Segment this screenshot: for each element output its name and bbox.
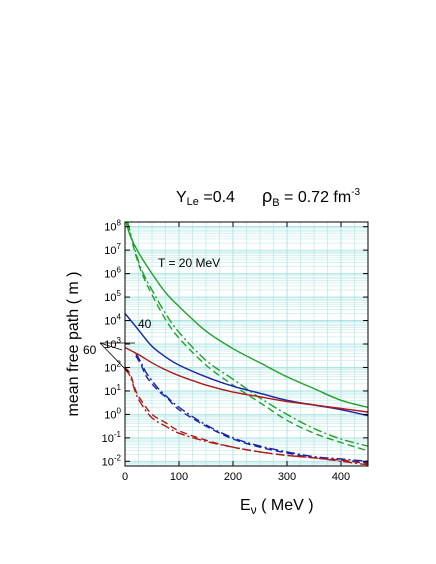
- x-tick-label: 100: [170, 471, 188, 483]
- y-tick-base: 10: [104, 386, 116, 398]
- y-tick-label: 105: [104, 289, 121, 304]
- x-axis-label: Eν ( MeV ): [240, 497, 314, 517]
- pointer-line-tail: [99, 342, 123, 351]
- y-tick-label: 101: [104, 383, 121, 398]
- ye-value: =0.4: [199, 189, 235, 206]
- x-axis-symbol: E: [240, 497, 251, 514]
- y-tick-base: 10: [102, 456, 114, 468]
- y-tick-label: 107: [104, 242, 121, 257]
- series-line-t20-dashdot: [127, 222, 368, 447]
- y-tick-exponent: -2: [114, 453, 122, 462]
- annotation-t40: 40: [138, 317, 152, 331]
- series-line-t20-solid: [125, 222, 368, 408]
- annotation-t20: T = 20 MeV: [158, 256, 220, 270]
- annotation-t60: 60: [83, 343, 97, 357]
- y-tick-label: 100: [104, 406, 121, 421]
- x-tick-label: 300: [278, 471, 296, 483]
- y-tick-label: 102: [104, 359, 121, 374]
- chart-title-rho: ρB = 0.72 fm-3: [262, 186, 361, 209]
- y-tick-label: 10-1: [102, 430, 122, 445]
- y-tick-base: 10: [104, 245, 116, 257]
- series-line-t40-dashdot: [135, 353, 368, 462]
- y-tick-base: 10: [104, 292, 116, 304]
- y-tick-exponent: 5: [117, 289, 122, 298]
- pointer-line-lower: [99, 342, 129, 373]
- y-tick-exponent: 3: [117, 336, 122, 345]
- y-tick-exponent: -1: [114, 430, 122, 439]
- y-tick-label: 108: [104, 219, 121, 234]
- x-tick-labels: 0 100 200 300 400: [122, 471, 350, 483]
- y-tick-exponent: 1: [117, 383, 122, 392]
- series-line-t20-dashed: [127, 222, 368, 452]
- x-tick-label: 200: [224, 471, 242, 483]
- y-tick-exponent: 0: [117, 406, 122, 415]
- x-tick-label: 0: [122, 471, 128, 483]
- y-tick-exponent: 6: [117, 266, 122, 275]
- rho-value: = 0.72 fm: [280, 189, 352, 206]
- x-axis-subscript: ν: [251, 503, 257, 517]
- y-tick-base: 10: [104, 409, 116, 421]
- ye-symbol: Y: [176, 189, 187, 206]
- rho-symbol: ρ: [262, 186, 272, 206]
- y-tick-exponent: 7: [117, 242, 122, 251]
- rho-subscript: B: [272, 197, 279, 209]
- x-tick-label: 400: [332, 471, 350, 483]
- plot-area: [124, 221, 369, 467]
- y-tick-label: 10-2: [102, 453, 122, 468]
- y-tick-exponent: 4: [117, 313, 122, 322]
- y-tick-base: 10: [104, 339, 116, 351]
- y-axis-label: mean free path ( m ): [65, 272, 82, 417]
- y-tick-label: 106: [104, 266, 121, 281]
- series-line-t60-solid: [125, 346, 368, 413]
- series-line-t60-dashdot: [125, 368, 368, 466]
- chart-title-ye: YLe =0.4: [176, 189, 235, 208]
- y-tick-exponent: 8: [117, 219, 122, 228]
- y-tick-exponent: 2: [117, 359, 122, 368]
- y-tick-label: 104: [104, 313, 121, 328]
- y-tick-label: 103: [104, 336, 121, 351]
- y-tick-base: 10: [104, 316, 116, 328]
- ye-subscript: Le: [187, 196, 199, 208]
- y-tick-base: 10: [104, 269, 116, 281]
- tick-marks: [124, 222, 368, 466]
- series-layer: [125, 222, 368, 466]
- annotation-t60-pointer: [99, 342, 135, 373]
- y-tick-base: 10: [104, 222, 116, 234]
- x-axis-unit: ( MeV ): [257, 497, 314, 514]
- rho-exponent: -3: [351, 187, 360, 198]
- y-tick-base: 10: [102, 433, 114, 445]
- y-tick-base: 10: [104, 362, 116, 374]
